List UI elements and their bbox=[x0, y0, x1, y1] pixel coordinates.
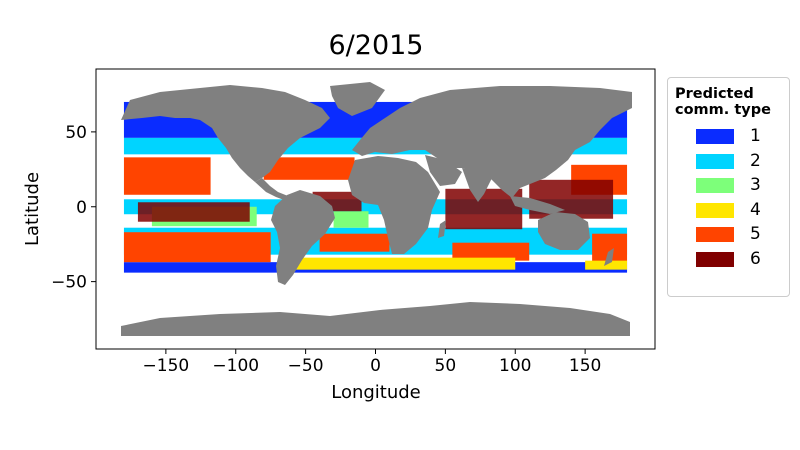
chart-title: 6/2015 bbox=[328, 30, 424, 61]
land-australia bbox=[538, 212, 590, 250]
x-tick-label: 150 bbox=[569, 356, 601, 376]
x-tick-label: 100 bbox=[499, 356, 531, 376]
ocean-zone-type-3 bbox=[333, 211, 369, 228]
land-arabia bbox=[425, 155, 462, 186]
x-axis-label: Longitude bbox=[331, 382, 421, 403]
legend-swatch bbox=[696, 227, 734, 242]
x-tick-label: −50 bbox=[288, 356, 324, 376]
y-axis-label: Latitude bbox=[22, 172, 43, 246]
y-tick-label: 50 bbox=[65, 123, 87, 143]
x-tick-label: −150 bbox=[143, 356, 190, 376]
y-tick-label: 0 bbox=[76, 198, 87, 218]
legend-swatch bbox=[696, 178, 734, 193]
legend-label: 4 bbox=[750, 199, 761, 220]
legend-swatch bbox=[696, 153, 734, 169]
ocean-zone-type-6 bbox=[137, 202, 250, 222]
ocean-zone-type-5 bbox=[452, 242, 530, 261]
x-tick-label: 0 bbox=[370, 356, 381, 376]
x-axis-ticks: −150 −100 −50 0 50 100 150 bbox=[143, 349, 601, 376]
y-tick-label: −50 bbox=[51, 273, 87, 293]
ocean-zone-type-5 bbox=[123, 232, 271, 263]
x-tick-label: −100 bbox=[212, 356, 259, 376]
land-south-america bbox=[271, 190, 335, 285]
land-africa bbox=[348, 156, 440, 254]
legend-label: 2 bbox=[750, 150, 761, 171]
ocean-zone-type-6 bbox=[529, 179, 614, 219]
land-central-america bbox=[255, 178, 288, 200]
land-layer bbox=[121, 82, 632, 336]
x-tick-label: 50 bbox=[435, 356, 457, 376]
land-eurasia bbox=[352, 86, 632, 198]
legend-swatch bbox=[696, 202, 734, 218]
ocean-zone-type-5 bbox=[263, 157, 355, 180]
ocean-zone-type-4 bbox=[585, 260, 628, 270]
land-indonesia bbox=[510, 196, 565, 214]
ocean-zone-type-4 bbox=[291, 257, 516, 270]
ocean-zones-layer bbox=[123, 101, 628, 273]
legend-label: 1 bbox=[750, 126, 761, 146]
y-axis-ticks: 50 0 −50 bbox=[51, 123, 96, 293]
legend-label: 3 bbox=[750, 175, 761, 195]
land-new-zealand bbox=[604, 248, 614, 266]
legend-label: 6 bbox=[750, 248, 761, 269]
legend-swatch bbox=[696, 129, 734, 144]
ocean-zone-type-5 bbox=[123, 157, 211, 195]
land-madagascar bbox=[438, 220, 446, 238]
land-north-america bbox=[121, 85, 330, 182]
legend-title: Predicted comm. type bbox=[675, 86, 771, 118]
plot-area bbox=[121, 82, 632, 336]
land-india bbox=[462, 168, 492, 202]
legend-label: 5 bbox=[750, 224, 761, 244]
land-antarctica bbox=[121, 302, 630, 336]
ocean-zone-type-5 bbox=[319, 233, 390, 252]
land-greenland bbox=[330, 82, 385, 116]
legend-swatch bbox=[696, 251, 734, 267]
legend: Predicted comm. type 1 2 3 4 5 6 bbox=[667, 77, 790, 297]
